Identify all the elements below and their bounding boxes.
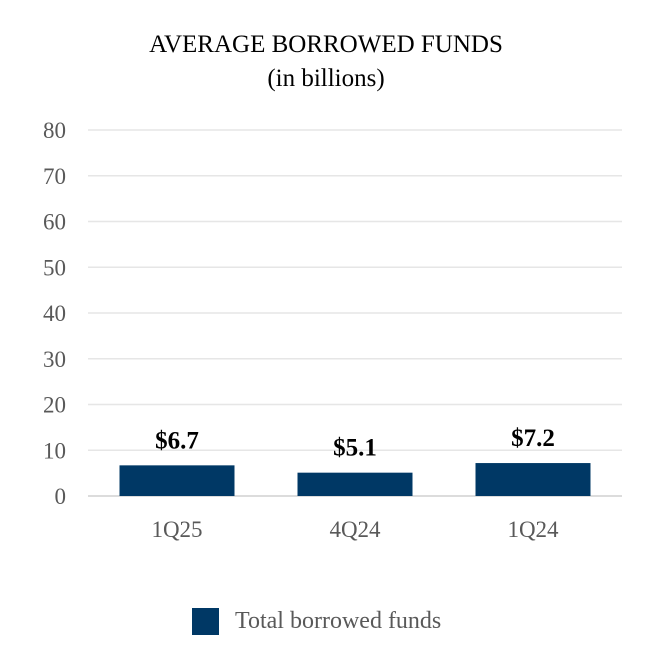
y-tick-label: 40: [43, 301, 66, 326]
legend-swatch: [192, 608, 219, 635]
x-tick-label: 1Q24: [507, 517, 559, 542]
y-tick-label: 30: [43, 347, 66, 372]
bar: [119, 465, 235, 496]
y-tick-label: 20: [43, 393, 66, 418]
y-tick-label: 80: [43, 118, 66, 143]
chart-title: AVERAGE BORROWED FUNDS (in billions): [0, 28, 652, 96]
y-tick-label: 10: [43, 438, 66, 463]
legend: Total borrowed funds: [192, 608, 441, 635]
legend-label: Total borrowed funds: [235, 608, 442, 634]
bar: [297, 472, 413, 496]
bar-data-label: $5.1: [333, 435, 377, 462]
bar: [475, 463, 591, 496]
chart-title-text: AVERAGE BORROWED FUNDS: [149, 31, 503, 58]
x-tick-label: 4Q24: [329, 517, 381, 542]
y-tick-label: 0: [55, 484, 67, 509]
y-tick-label: 60: [43, 210, 66, 235]
y-tick-label: 70: [43, 164, 66, 189]
chart-subtitle: (in billions): [267, 65, 385, 92]
x-tick-label: 1Q25: [151, 517, 202, 542]
y-tick-label: 50: [43, 255, 66, 280]
bar-data-label: $7.2: [511, 425, 555, 452]
bar-data-label: $6.7: [155, 427, 199, 454]
